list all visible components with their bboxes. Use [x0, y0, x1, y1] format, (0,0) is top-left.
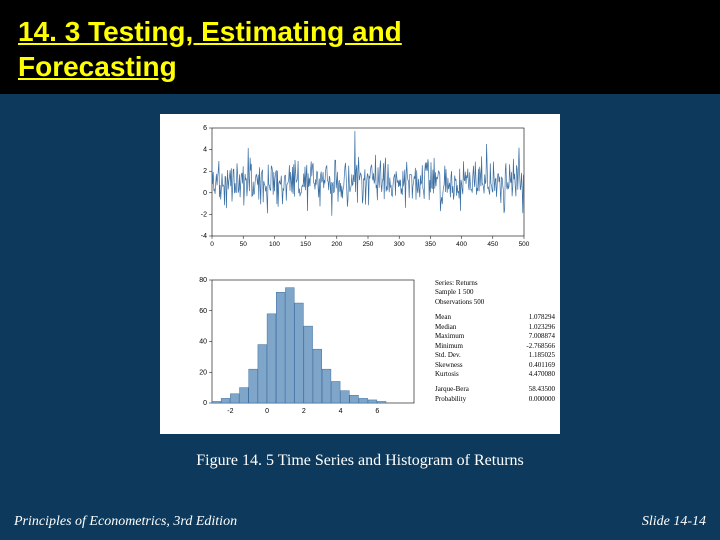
- svg-text:6: 6: [203, 125, 207, 132]
- svg-text:150: 150: [300, 241, 311, 248]
- stats-row: Mean1.078294: [435, 313, 555, 322]
- stats-row: Median1.023296: [435, 323, 555, 332]
- svg-text:200: 200: [331, 241, 342, 248]
- svg-text:6: 6: [375, 408, 379, 415]
- svg-text:450: 450: [487, 241, 498, 248]
- svg-text:60: 60: [199, 308, 207, 315]
- svg-text:-2: -2: [227, 408, 233, 415]
- footer-left: Principles of Econometrics, 3rd Edition: [14, 514, 237, 530]
- svg-text:0: 0: [203, 190, 207, 197]
- stats-row: Kurtosis4.470080: [435, 370, 555, 379]
- svg-text:400: 400: [456, 241, 467, 248]
- svg-text:20: 20: [199, 369, 207, 376]
- stats-row: Minimum-2.768566: [435, 342, 555, 351]
- svg-text:0: 0: [265, 408, 269, 415]
- svg-text:0: 0: [210, 241, 214, 248]
- stats-row: Jarque-Bera58.43500: [435, 385, 555, 394]
- svg-text:300: 300: [394, 241, 405, 248]
- figure-container: -4-20246050100150200250300350400450500 0…: [0, 114, 720, 434]
- svg-text:2: 2: [203, 168, 207, 175]
- stats-row: Skewness0.401169: [435, 361, 555, 370]
- svg-text:40: 40: [199, 339, 207, 346]
- svg-text:4: 4: [339, 408, 343, 415]
- stats-panel: Series: ReturnsSample 1 500Observations …: [435, 279, 555, 404]
- time-series-chart: -4 -2 0 2 4 6 0 50 100 150 200 250 300 350 400 450 500: [190, 122, 530, 252]
- title-line-1: 14. 3 Testing, Estimating and: [18, 16, 402, 47]
- svg-text:4: 4: [203, 147, 207, 154]
- slide-title: 14. 3 Testing, Estimating and Forecastin…: [0, 0, 720, 94]
- stats-header: Observations 500: [435, 298, 555, 307]
- stats-row: Probability0.000000: [435, 395, 555, 404]
- stats-row: Maximum7.008874: [435, 332, 555, 341]
- histogram-chart: 0 20 40 60 80 -2 0 2 4 6: [190, 274, 420, 419]
- title-line-2: Forecasting: [18, 51, 177, 82]
- figure-panel: -4-20246050100150200250300350400450500 0…: [160, 114, 560, 434]
- figure-caption: Figure 14. 5 Time Series and Histogram o…: [0, 452, 720, 470]
- svg-text:0: 0: [203, 400, 207, 407]
- footer-right: Slide 14-14: [642, 514, 706, 530]
- stats-header: Sample 1 500: [435, 288, 555, 297]
- svg-text:250: 250: [363, 241, 374, 248]
- svg-text:80: 80: [199, 277, 207, 284]
- svg-text:100: 100: [269, 241, 280, 248]
- svg-text:500: 500: [519, 241, 530, 248]
- svg-text:50: 50: [240, 241, 248, 248]
- stats-row: Std. Dev.1.185025: [435, 351, 555, 360]
- svg-text:-2: -2: [201, 211, 207, 218]
- stats-header: Series: Returns: [435, 279, 555, 288]
- svg-text:350: 350: [425, 241, 436, 248]
- svg-text:-4: -4: [201, 233, 207, 240]
- svg-text:2: 2: [302, 408, 306, 415]
